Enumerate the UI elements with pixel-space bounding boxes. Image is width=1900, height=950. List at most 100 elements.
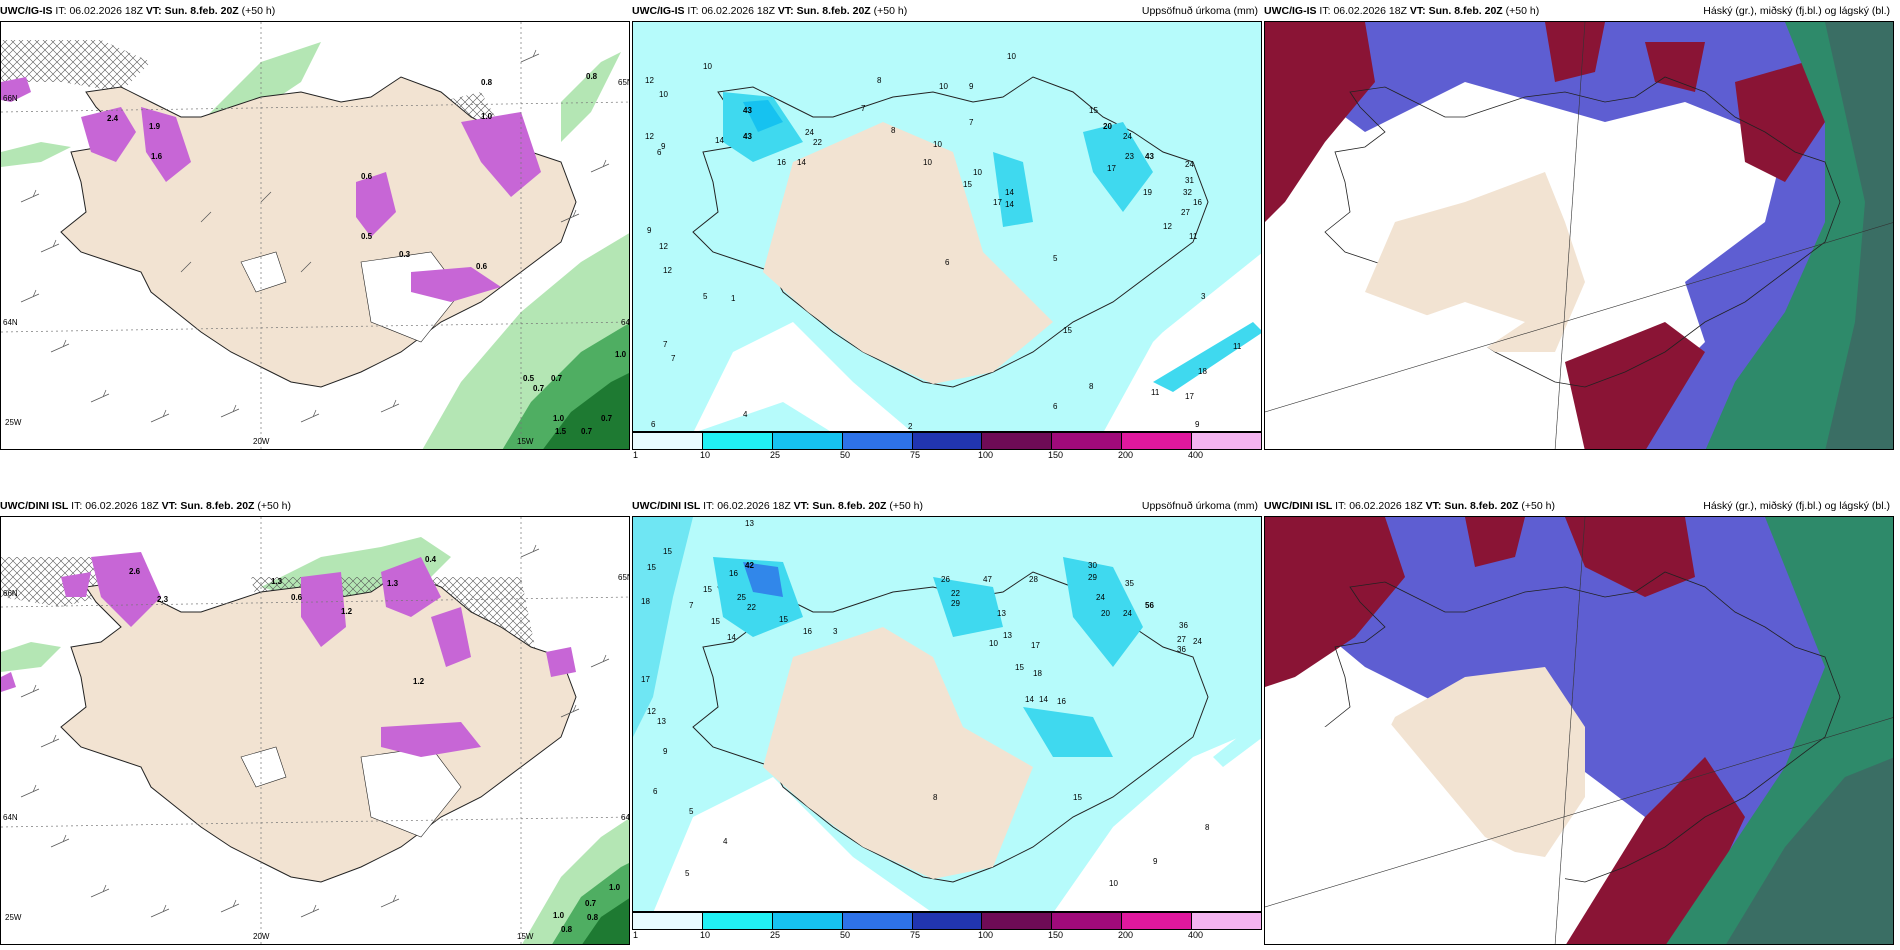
map-wind-snow[interactable]: 66N 64N 25W 20W 15W 65N 64N 0.8 0.5 0.7 … [0, 21, 630, 450]
precip-value: 18 [1033, 669, 1042, 678]
colorbar-swatch [702, 433, 773, 449]
precip-value: 15 [703, 585, 712, 594]
lat-label: 64N [3, 318, 18, 327]
wind-value: 1.9 [149, 122, 161, 131]
precip-value: 16 [803, 627, 812, 636]
wind-value: 1.0 [615, 350, 627, 359]
map-clouds[interactable] [1264, 516, 1894, 945]
lat-label: 64N [3, 813, 18, 822]
lead-time: (+50 h) [257, 500, 291, 512]
precip-value: 7 [861, 104, 866, 113]
map-clouds[interactable] [1264, 21, 1894, 450]
precip-value: 10 [933, 140, 942, 149]
panel-title: Háský (gr.), miðský (fj.bl.) og lágský (… [1703, 500, 1890, 512]
panel-title: Uppsöfnuð úrkoma (mm) [1141, 5, 1258, 17]
vt-label: VT: [161, 500, 178, 512]
cloud-high [1545, 22, 1605, 82]
precip-value: 9 [969, 82, 974, 91]
precip-value: 24 [805, 128, 814, 137]
precip-value: 18 [641, 597, 650, 606]
precip-value: 35 [1125, 579, 1134, 588]
no-precip-area [693, 322, 911, 431]
precip-value: 14 [1039, 695, 1048, 704]
model-name: UWC/DINI ISL [0, 500, 69, 512]
wind-value: 0.6 [361, 172, 373, 181]
precip-value: 9 [661, 142, 666, 151]
wind-value: 1.0 [481, 112, 493, 121]
precip-value: 43 [743, 106, 752, 115]
map-wind-snow[interactable]: 66N 64N 25W 20W 15W 65N 64N 2.6 2.3 1.3 … [0, 516, 630, 945]
precip-value: 27 [1177, 635, 1186, 644]
precip-value: 6 [1053, 402, 1058, 411]
precip-value: 24 [1096, 593, 1105, 602]
wind-area-west [1, 642, 61, 672]
vt-value: Sun. 8.feb. 20Z [812, 500, 887, 512]
wind-area-se-core [543, 373, 629, 449]
wind-value: 0.7 [533, 384, 545, 393]
colorbar-labels: 1 10 25 50 75 100 150 200 400 [632, 450, 1262, 460]
precip-value: 36 [1179, 621, 1188, 630]
map-precip[interactable]: 13 15 15 18 17 12 13 7 15 16 42 25 22 15… [632, 516, 1262, 912]
vt-value: Sun. 8.feb. 20Z [180, 500, 255, 512]
hatch-area [1, 40, 151, 92]
cloud-high [1465, 517, 1525, 567]
precip-value: 16 [777, 158, 786, 167]
precip-value: 31 [1185, 176, 1194, 185]
cloud-high [1735, 62, 1825, 182]
wind-value: 0.5 [361, 232, 373, 241]
colorbar-swatch [1192, 433, 1262, 449]
precip-value: 14 [1025, 695, 1034, 704]
lead-time: (+50 h) [241, 5, 276, 17]
wind-value: 1.5 [555, 427, 567, 436]
wind-value: 0.8 [561, 925, 573, 934]
precip-value: 18 [1198, 367, 1207, 376]
precip-value: 36 [1177, 645, 1186, 654]
precip-value: 16 [1193, 198, 1202, 207]
precip-value: 10 [1109, 879, 1118, 888]
precip-value: 15 [1015, 663, 1024, 672]
precip-value: 17 [1031, 641, 1040, 650]
land-clear [1365, 172, 1585, 352]
colorbar-label: 10 [700, 450, 711, 460]
precip-value: 15 [779, 615, 788, 624]
colorbar-label: 10 [700, 930, 711, 940]
snow-area [381, 557, 441, 617]
precip-high [743, 562, 783, 597]
wind-area-se-core [582, 898, 629, 944]
it-value: 06.02.2026 18Z [69, 5, 143, 17]
precip-value: 11 [1233, 342, 1242, 351]
panel-header: UWC/DINI ISL IT: 06.02.2026 18Z VT: Sun.… [632, 497, 1262, 516]
precip-value: 1 [731, 294, 736, 303]
lon-label: 15W [517, 932, 534, 941]
wind-value: 0.3 [399, 250, 411, 259]
colorbar-label: 1 [633, 930, 639, 940]
colorbar-swatch [982, 913, 1053, 929]
no-precip-area [1104, 243, 1261, 431]
snow-area [381, 722, 481, 757]
precip-value: 56 [1145, 601, 1154, 610]
precip-value: 16 [729, 569, 738, 578]
map-precip[interactable]: 12 10 12 10 9 6 9 12 12 5 1 7 7 6 4 2 43… [632, 21, 1262, 432]
it-label: IT: [55, 5, 67, 17]
precip-value: 10 [1007, 52, 1016, 61]
panel-header: UWC/IG-IS IT: 06.02.2026 18Z VT: Sun. 8.… [1264, 2, 1894, 21]
panel-bottom-right: UWC/DINI ISL IT: 06.02.2026 18Z VT: Sun.… [1264, 497, 1894, 945]
wind-value: 1.0 [609, 883, 621, 892]
precip-value: 43 [1145, 152, 1154, 161]
colorbar-swatch [842, 433, 913, 449]
precip-value: 17 [641, 675, 650, 684]
snow-area [546, 647, 576, 677]
precip-value: 29 [951, 599, 960, 608]
precip-value: 24 [1123, 132, 1132, 141]
precip-band [633, 517, 693, 737]
precip-value: 22 [813, 138, 822, 147]
precip-value: 12 [659, 242, 668, 251]
precip-value: 10 [703, 62, 712, 71]
precip-value: 16 [1057, 697, 1066, 706]
precip-value: 13 [745, 519, 754, 528]
lon-label: 15W [517, 437, 534, 446]
precip-value: 5 [689, 807, 694, 816]
vt-value: Sun. 8.feb. 20Z [164, 5, 239, 17]
precip-value: 12 [645, 132, 654, 141]
lead-time: (+50 h) [873, 5, 908, 17]
